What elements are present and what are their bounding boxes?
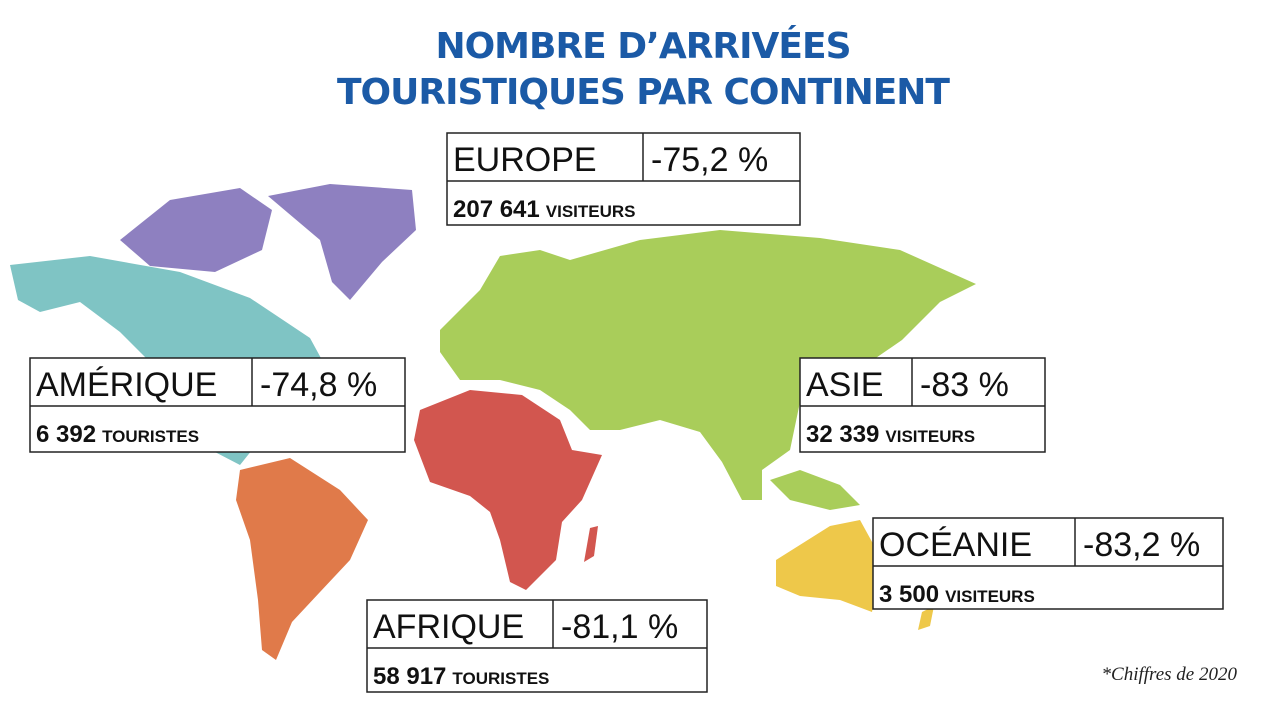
label-box xyxy=(29,357,406,453)
title-line: NOMBRE D’ARRIVÉES xyxy=(435,25,850,67)
eurasia xyxy=(440,230,976,500)
region-change: -75,2 % xyxy=(651,141,768,179)
label-box xyxy=(366,599,708,693)
region-unit: VISITEURS xyxy=(885,427,975,446)
label-box xyxy=(799,357,1046,453)
footnote: *Chiffres de 2020 xyxy=(1102,664,1238,685)
region-count: 32 339 xyxy=(806,421,879,448)
region-name: AMÉRIQUE xyxy=(36,366,217,404)
region-unit: VISITEURS xyxy=(945,587,1035,606)
region-unit: TOURISTES xyxy=(102,427,199,446)
label-box xyxy=(446,132,801,226)
south-america xyxy=(236,458,368,660)
arctic-islands xyxy=(120,188,272,272)
label-box xyxy=(872,517,1224,610)
region-label: ASIE -83 % 32 339 VISITEURS xyxy=(799,357,1046,453)
region-name: AFRIQUE xyxy=(373,608,524,646)
australia xyxy=(776,520,882,612)
region-count-line: 6 392 TOURISTES xyxy=(36,421,199,448)
madagascar xyxy=(584,526,598,562)
region-count: 3 500 xyxy=(879,581,939,608)
africa xyxy=(414,390,602,590)
region-change: -81,1 % xyxy=(561,608,678,646)
region-label: EUROPE -75,2 % 207 641 VISITEURS xyxy=(446,132,801,226)
region-name: ASIE xyxy=(806,366,883,404)
region-change: -74,8 % xyxy=(260,366,377,404)
region-change: -83,2 % xyxy=(1083,526,1200,564)
region-count: 6 392 xyxy=(36,421,96,448)
region-count-line: 32 339 VISITEURS xyxy=(806,421,975,448)
region-count: 207 641 xyxy=(453,196,540,223)
southeast-asia-islands xyxy=(770,470,860,510)
region-name: OCÉANIE xyxy=(879,526,1032,564)
region-change: -83 % xyxy=(920,366,1009,404)
region-label: AMÉRIQUE -74,8 % 6 392 TOURISTES xyxy=(29,357,406,453)
region-count-line: 3 500 VISITEURS xyxy=(879,581,1035,608)
region-count: 58 917 xyxy=(373,663,446,690)
region-label: AFRIQUE -81,1 % 58 917 TOURISTES xyxy=(366,599,708,693)
region-label: OCÉANIE -83,2 % 3 500 VISITEURS xyxy=(872,517,1224,610)
title-line: TOURISTIQUES PAR CONTINENT xyxy=(337,72,950,113)
region-name: EUROPE xyxy=(453,141,597,179)
region-count-line: 207 641 VISITEURS xyxy=(453,196,636,223)
region-count-line: 58 917 TOURISTES xyxy=(373,663,549,690)
new-zealand xyxy=(918,606,934,630)
greenland xyxy=(268,184,416,300)
region-labels: EUROPE -75,2 % 207 641 VISITEURS AMÉRIQUE -74… xyxy=(29,132,1224,693)
region-unit: VISITEURS xyxy=(546,202,636,221)
region-unit: TOURISTES xyxy=(452,669,549,688)
